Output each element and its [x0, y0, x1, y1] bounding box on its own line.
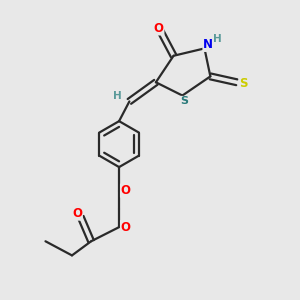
Text: H: H: [112, 91, 122, 101]
Text: S: S: [239, 77, 248, 90]
Text: O: O: [121, 220, 130, 234]
Text: H: H: [213, 34, 222, 44]
Text: S: S: [180, 96, 188, 106]
Text: O: O: [121, 184, 130, 197]
Text: N: N: [203, 38, 213, 51]
Text: O: O: [154, 22, 164, 35]
Text: O: O: [72, 207, 82, 220]
